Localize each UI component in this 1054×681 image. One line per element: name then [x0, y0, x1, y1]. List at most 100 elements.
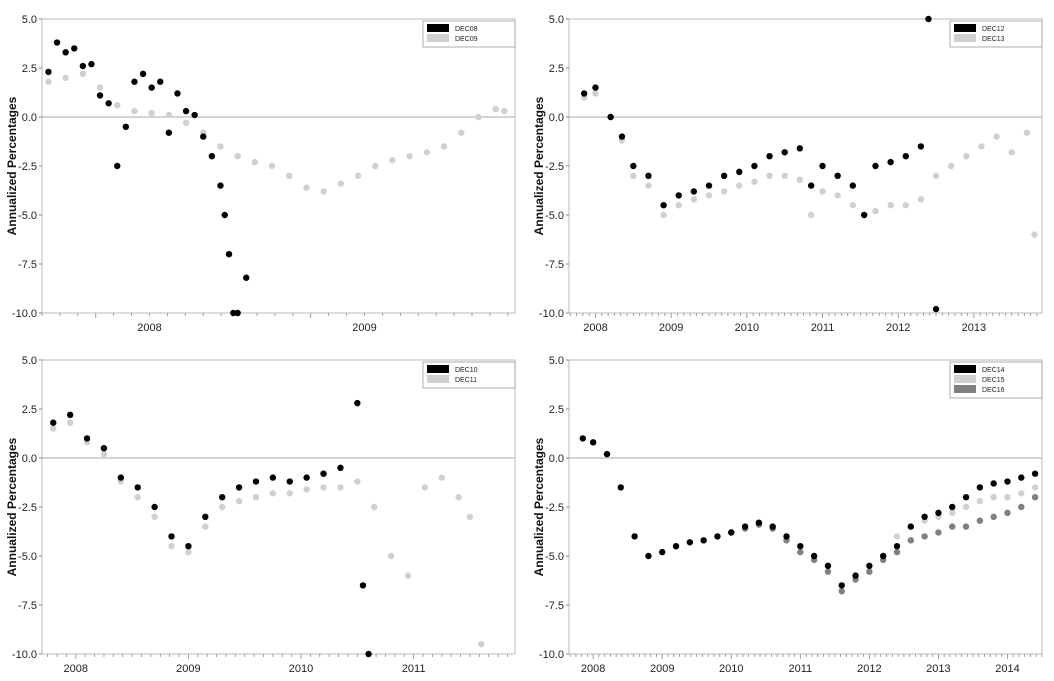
data-point — [62, 74, 69, 82]
data-point — [100, 450, 108, 458]
x-tick-label: 2008 — [64, 663, 88, 675]
data-point — [1004, 509, 1011, 517]
data-point — [387, 552, 395, 560]
data-point — [783, 533, 790, 540]
data-point — [675, 192, 682, 199]
data-point — [797, 543, 804, 550]
series-dec09 — [45, 70, 508, 195]
x-tick-label: 2010 — [735, 322, 759, 334]
data-point — [217, 182, 224, 189]
data-point — [45, 68, 52, 76]
data-point — [151, 503, 158, 511]
x-tick-label: 2013 — [962, 322, 986, 334]
data-point — [962, 523, 970, 530]
data-point — [907, 523, 915, 530]
data-point — [976, 517, 984, 524]
data-point — [907, 537, 915, 544]
data-point — [690, 196, 698, 203]
data-point — [359, 582, 367, 589]
x-tick-label: 2011 — [788, 663, 812, 675]
y-tick-label: -10.0 — [539, 308, 564, 320]
data-point — [741, 523, 749, 530]
data-point — [932, 172, 940, 179]
data-point — [781, 149, 788, 156]
data-point — [932, 305, 940, 313]
x-tick-label: 2012 — [857, 663, 881, 675]
data-point — [631, 533, 638, 540]
data-point — [251, 158, 259, 166]
data-point — [962, 503, 970, 511]
x-tick-label: 2009 — [659, 322, 683, 334]
data-point — [235, 497, 243, 505]
data-point — [580, 90, 588, 97]
y-tick-label: -10.0 — [539, 649, 564, 661]
x-tick-label: 2009 — [176, 663, 200, 675]
data-point — [79, 62, 87, 70]
data-point — [151, 513, 158, 520]
data-point — [168, 533, 175, 540]
data-point — [148, 84, 155, 91]
data-point — [131, 107, 138, 115]
data-point — [838, 582, 845, 589]
data-point — [182, 119, 190, 127]
data-point — [935, 529, 942, 536]
data-point — [165, 129, 173, 136]
y-tick-label: -2.5 — [545, 161, 564, 173]
data-point — [755, 519, 763, 526]
data-point — [371, 503, 378, 511]
data-point — [819, 162, 826, 170]
y-axis-title: Annualized Percentages — [532, 96, 546, 235]
data-point — [372, 162, 379, 170]
y-tick-label: 0.0 — [549, 453, 564, 465]
data-point — [221, 211, 228, 219]
data-point — [705, 192, 713, 199]
data-point — [807, 182, 815, 189]
data-point — [501, 107, 508, 115]
chart-svg: Annualized Percentages 5.0 2.5 0.0 -2.5 -5.0 -… — [5, 355, 516, 675]
data-point — [269, 490, 277, 497]
x-tick-label: 2008 — [581, 663, 605, 675]
data-point — [174, 90, 181, 97]
data-point — [893, 533, 901, 540]
data-point — [978, 143, 985, 150]
data-point — [838, 588, 845, 595]
data-point — [96, 84, 104, 91]
legend-swatch — [954, 375, 976, 383]
data-point — [751, 162, 758, 170]
series-dec15 — [893, 484, 1039, 540]
data-point — [79, 70, 87, 78]
data-point — [810, 552, 818, 560]
data-point — [1004, 478, 1011, 485]
x-tick-label: 2009 — [352, 322, 376, 334]
data-point — [235, 484, 243, 491]
data-point — [268, 162, 276, 170]
data-point — [131, 78, 138, 85]
data-point — [592, 84, 599, 91]
data-point — [438, 474, 445, 481]
data-point — [50, 419, 57, 426]
legend-label: DEC10 — [455, 367, 478, 374]
data-point — [478, 641, 485, 648]
data-point — [1004, 494, 1011, 501]
data-point — [200, 133, 207, 140]
data-point — [976, 484, 984, 491]
data-point — [660, 211, 667, 219]
data-point — [630, 162, 637, 170]
data-point — [849, 202, 856, 209]
series-dec14 — [579, 435, 1039, 589]
data-point — [630, 172, 637, 179]
data-point — [807, 211, 815, 219]
series-dec10 — [50, 399, 372, 658]
data-point — [66, 411, 74, 419]
data-point — [252, 494, 260, 501]
data-point — [389, 156, 396, 164]
data-point — [1018, 490, 1025, 497]
data-point — [114, 102, 121, 109]
data-point — [893, 548, 901, 556]
data-point — [766, 153, 773, 160]
data-point — [736, 182, 743, 189]
data-point — [458, 129, 465, 136]
data-point — [134, 494, 141, 501]
data-point — [781, 172, 788, 179]
y-tick-label: -5.0 — [545, 551, 564, 563]
